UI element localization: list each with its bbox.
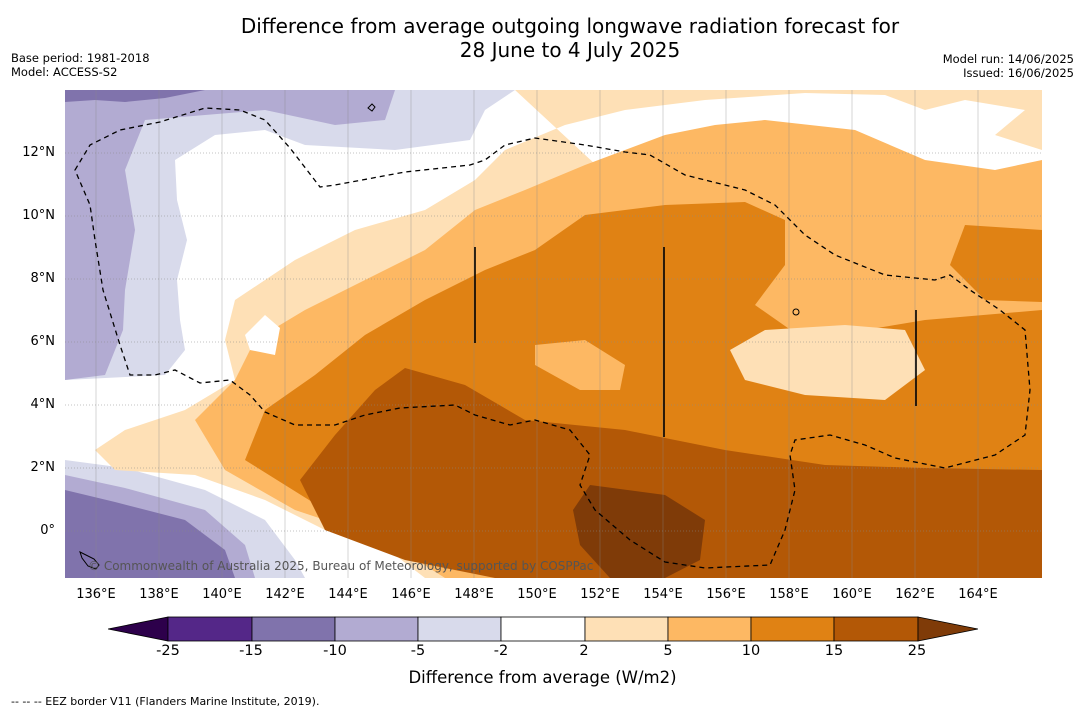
- band-10-15-east: [950, 225, 1042, 302]
- colorbar-swatch-2: [251, 616, 336, 642]
- meta-right: Model run: 14/06/2025 Issued: 16/06/2025: [943, 52, 1074, 80]
- lat-label-10n: 10°N: [22, 208, 55, 223]
- colorbar: [107, 616, 979, 642]
- issued-date: Issued: 16/06/2025: [963, 66, 1074, 80]
- lat-label-8n: 8°N: [30, 271, 56, 286]
- colorbar-tick: -5: [410, 643, 426, 659]
- lon-label-144e: 144°E: [328, 587, 368, 602]
- colorbar-min-arrow: [107, 616, 169, 642]
- olr-anomaly-map: [65, 90, 1042, 578]
- band-5-10-central: [535, 340, 625, 390]
- colorbar-label: Difference from average (W/m2): [408, 668, 677, 687]
- band-15-25: [300, 368, 1042, 578]
- lon-label-146e: 146°E: [391, 587, 431, 602]
- band-2-5-east: [730, 325, 925, 400]
- title-line-2: 28 June to 4 July 2025: [459, 38, 681, 62]
- eez-border: [74, 107, 1031, 569]
- colorbar-swatch-9: [833, 616, 919, 642]
- colorbar-swatch-5: [500, 616, 586, 642]
- lon-label-148e: 148°E: [454, 587, 494, 602]
- colorbar-tick: 15: [824, 643, 844, 659]
- lon-label-164e: 164°E: [958, 587, 998, 602]
- lat-label-2n: 2°N: [30, 460, 56, 475]
- lon-label-158e: 158°E: [769, 587, 809, 602]
- lat-label-0: 0°: [40, 523, 55, 538]
- band-over-25: [573, 485, 705, 578]
- map-title: Difference from average outgoing longwav…: [160, 14, 980, 62]
- lon-label-150e: 150°E: [517, 587, 557, 602]
- colorbar-tick: -10: [323, 643, 347, 659]
- colorbar-tick: 5: [663, 643, 673, 659]
- islands: [79, 103, 800, 570]
- copyright-notice: © Commonwealth of Australia 2025, Bureau…: [88, 559, 594, 573]
- colorbar-tick: -2: [493, 643, 509, 659]
- colorbar-swatch-6: [584, 616, 669, 642]
- lat-label-6n: 6°N: [30, 334, 56, 349]
- colorbar-swatch-1: [167, 616, 253, 642]
- lat-label-12n: 12°N: [22, 145, 55, 160]
- band-minus-5-minus-2: [65, 90, 515, 380]
- lon-label-160e: 160°E: [832, 587, 872, 602]
- eez-segments: [474, 247, 917, 437]
- colorbar-tick: -15: [239, 643, 263, 659]
- lon-label-136e: 136°E: [76, 587, 116, 602]
- meta-left: Base period: 1981-2018 Model: ACCESS-S2: [11, 51, 150, 79]
- lon-label-152e: 152°E: [580, 587, 620, 602]
- colorbar-swatch-3: [334, 616, 419, 642]
- lon-label-142e: 142°E: [265, 587, 305, 602]
- colorbar-tick: -25: [156, 643, 180, 659]
- colorbar-swatch-4: [417, 616, 502, 642]
- map-canvas: [65, 90, 1042, 578]
- lon-label-156e: 156°E: [706, 587, 746, 602]
- model-run: Model run: 14/06/2025: [942, 52, 1074, 66]
- colorbar-swatch-8: [750, 616, 835, 642]
- model-name: Model: ACCESS-S2: [11, 65, 118, 79]
- lon-label-154e: 154°E: [643, 587, 683, 602]
- colorbar-svg: [107, 616, 979, 642]
- neutral-island: [245, 315, 280, 355]
- eez-footnote: -- -- -- EEZ border V11 (Flanders Marine…: [11, 695, 320, 708]
- lat-label-4n: 4°N: [30, 397, 56, 412]
- band-minus-15-minus-10-south: [65, 490, 235, 578]
- colorbar-tick: 25: [907, 643, 927, 659]
- lon-label-138e: 138°E: [139, 587, 179, 602]
- lon-label-140e: 140°E: [202, 587, 242, 602]
- colorbar-max-arrow: [917, 616, 979, 642]
- colorbar-tick: 10: [741, 643, 761, 659]
- band-minus-10-minus-5: [65, 90, 395, 380]
- colorbar-tick: 2: [579, 643, 589, 659]
- colorbar-swatch-7: [667, 616, 752, 642]
- title-line-1: Difference from average outgoing longwav…: [240, 14, 900, 38]
- base-period: Base period: 1981-2018: [11, 51, 150, 65]
- lat-gridlines: [65, 152, 1042, 532]
- band-minus-15-minus-10-north: [65, 90, 205, 102]
- lon-label-162e: 162°E: [895, 587, 935, 602]
